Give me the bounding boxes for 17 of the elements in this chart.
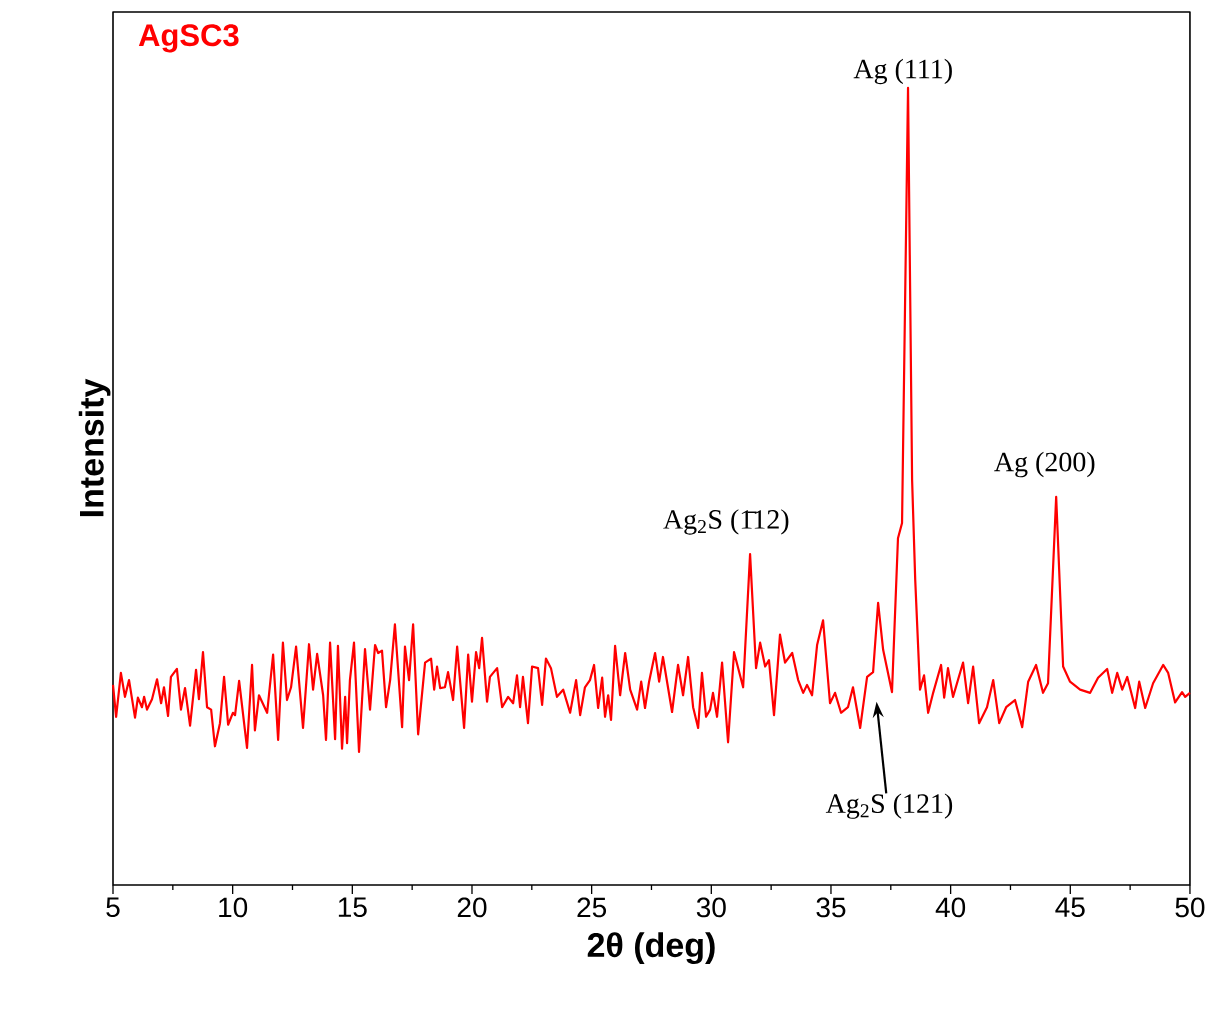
x-tick-label: 45 (1055, 897, 1085, 918)
x-tick-label: 20 (457, 897, 487, 918)
x-tick-label: 5 (106, 897, 120, 918)
x-tick-label: 50 (1175, 897, 1205, 918)
annotation: Ag (200) (994, 451, 1095, 478)
x-tick-label: 30 (696, 897, 726, 918)
x-axis-title: 2θ (deg) (587, 932, 715, 965)
annotation: Ag$_{2}$S (121) (825, 793, 953, 819)
x-tick-label: 10 (219, 897, 248, 918)
annotation: Ag (111) (853, 58, 952, 85)
x-tick-label: 35 (816, 897, 846, 918)
x-tick-label: 15 (338, 897, 367, 918)
x-tick-label: 25 (577, 897, 607, 918)
x-tick-label: 40 (935, 897, 966, 918)
y-axis-title: Intensity (78, 378, 111, 517)
annotation: Ag$_{2}$S (1̄12) (663, 509, 789, 535)
text: AgSC3 (138, 24, 239, 53)
